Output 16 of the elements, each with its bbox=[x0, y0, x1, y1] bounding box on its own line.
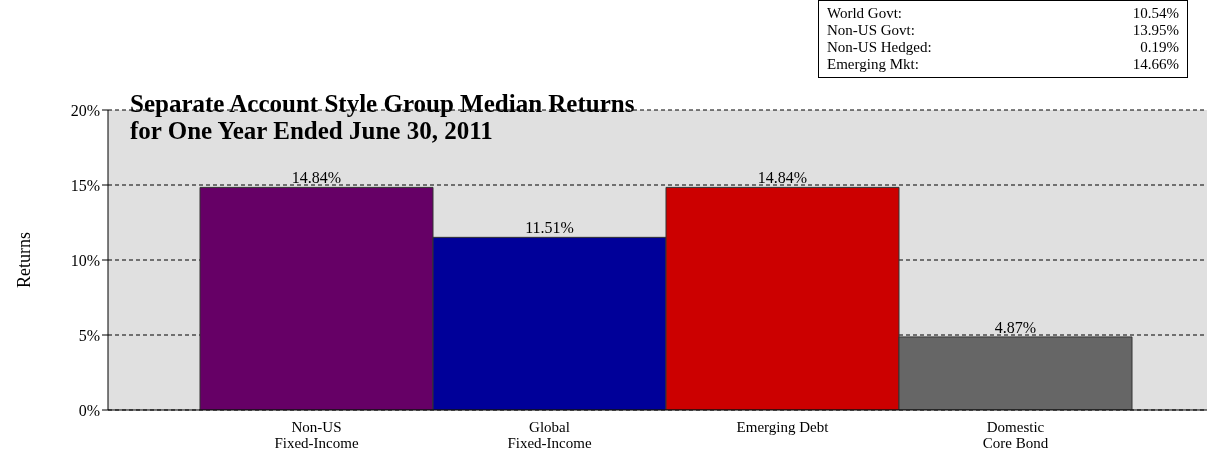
chart-title: Separate Account Style Group Median Returns for One Year Ended June 30, 2011 bbox=[130, 90, 635, 144]
data-label: 4.87% bbox=[994, 318, 1037, 336]
y-axis-title: Returns bbox=[14, 232, 35, 288]
x-tick-label: Emerging Debt bbox=[736, 419, 830, 435]
y-tick-label: 10% bbox=[70, 251, 100, 269]
y-tick-label: 20% bbox=[70, 101, 100, 119]
note-box: World Govt: 10.54% Non-US Govt: 13.95% Non-US Hedged: 0.19% Emerging Mkt: 14.66% bbox=[818, 0, 1188, 78]
y-tick-label: 15% bbox=[70, 176, 100, 194]
y-tick-label: 0% bbox=[78, 401, 100, 419]
x-tick-label: Domestic Core Bond bbox=[982, 419, 1049, 451]
x-tick-label: Global Fixed-Income bbox=[507, 419, 592, 451]
y-tick-label: 5% bbox=[78, 326, 100, 344]
x-tick-label: Non-US Fixed-Income bbox=[274, 419, 359, 451]
data-label: 14.84% bbox=[757, 169, 808, 187]
data-label: 11.51% bbox=[525, 219, 574, 237]
data-label: 14.84% bbox=[291, 169, 342, 187]
